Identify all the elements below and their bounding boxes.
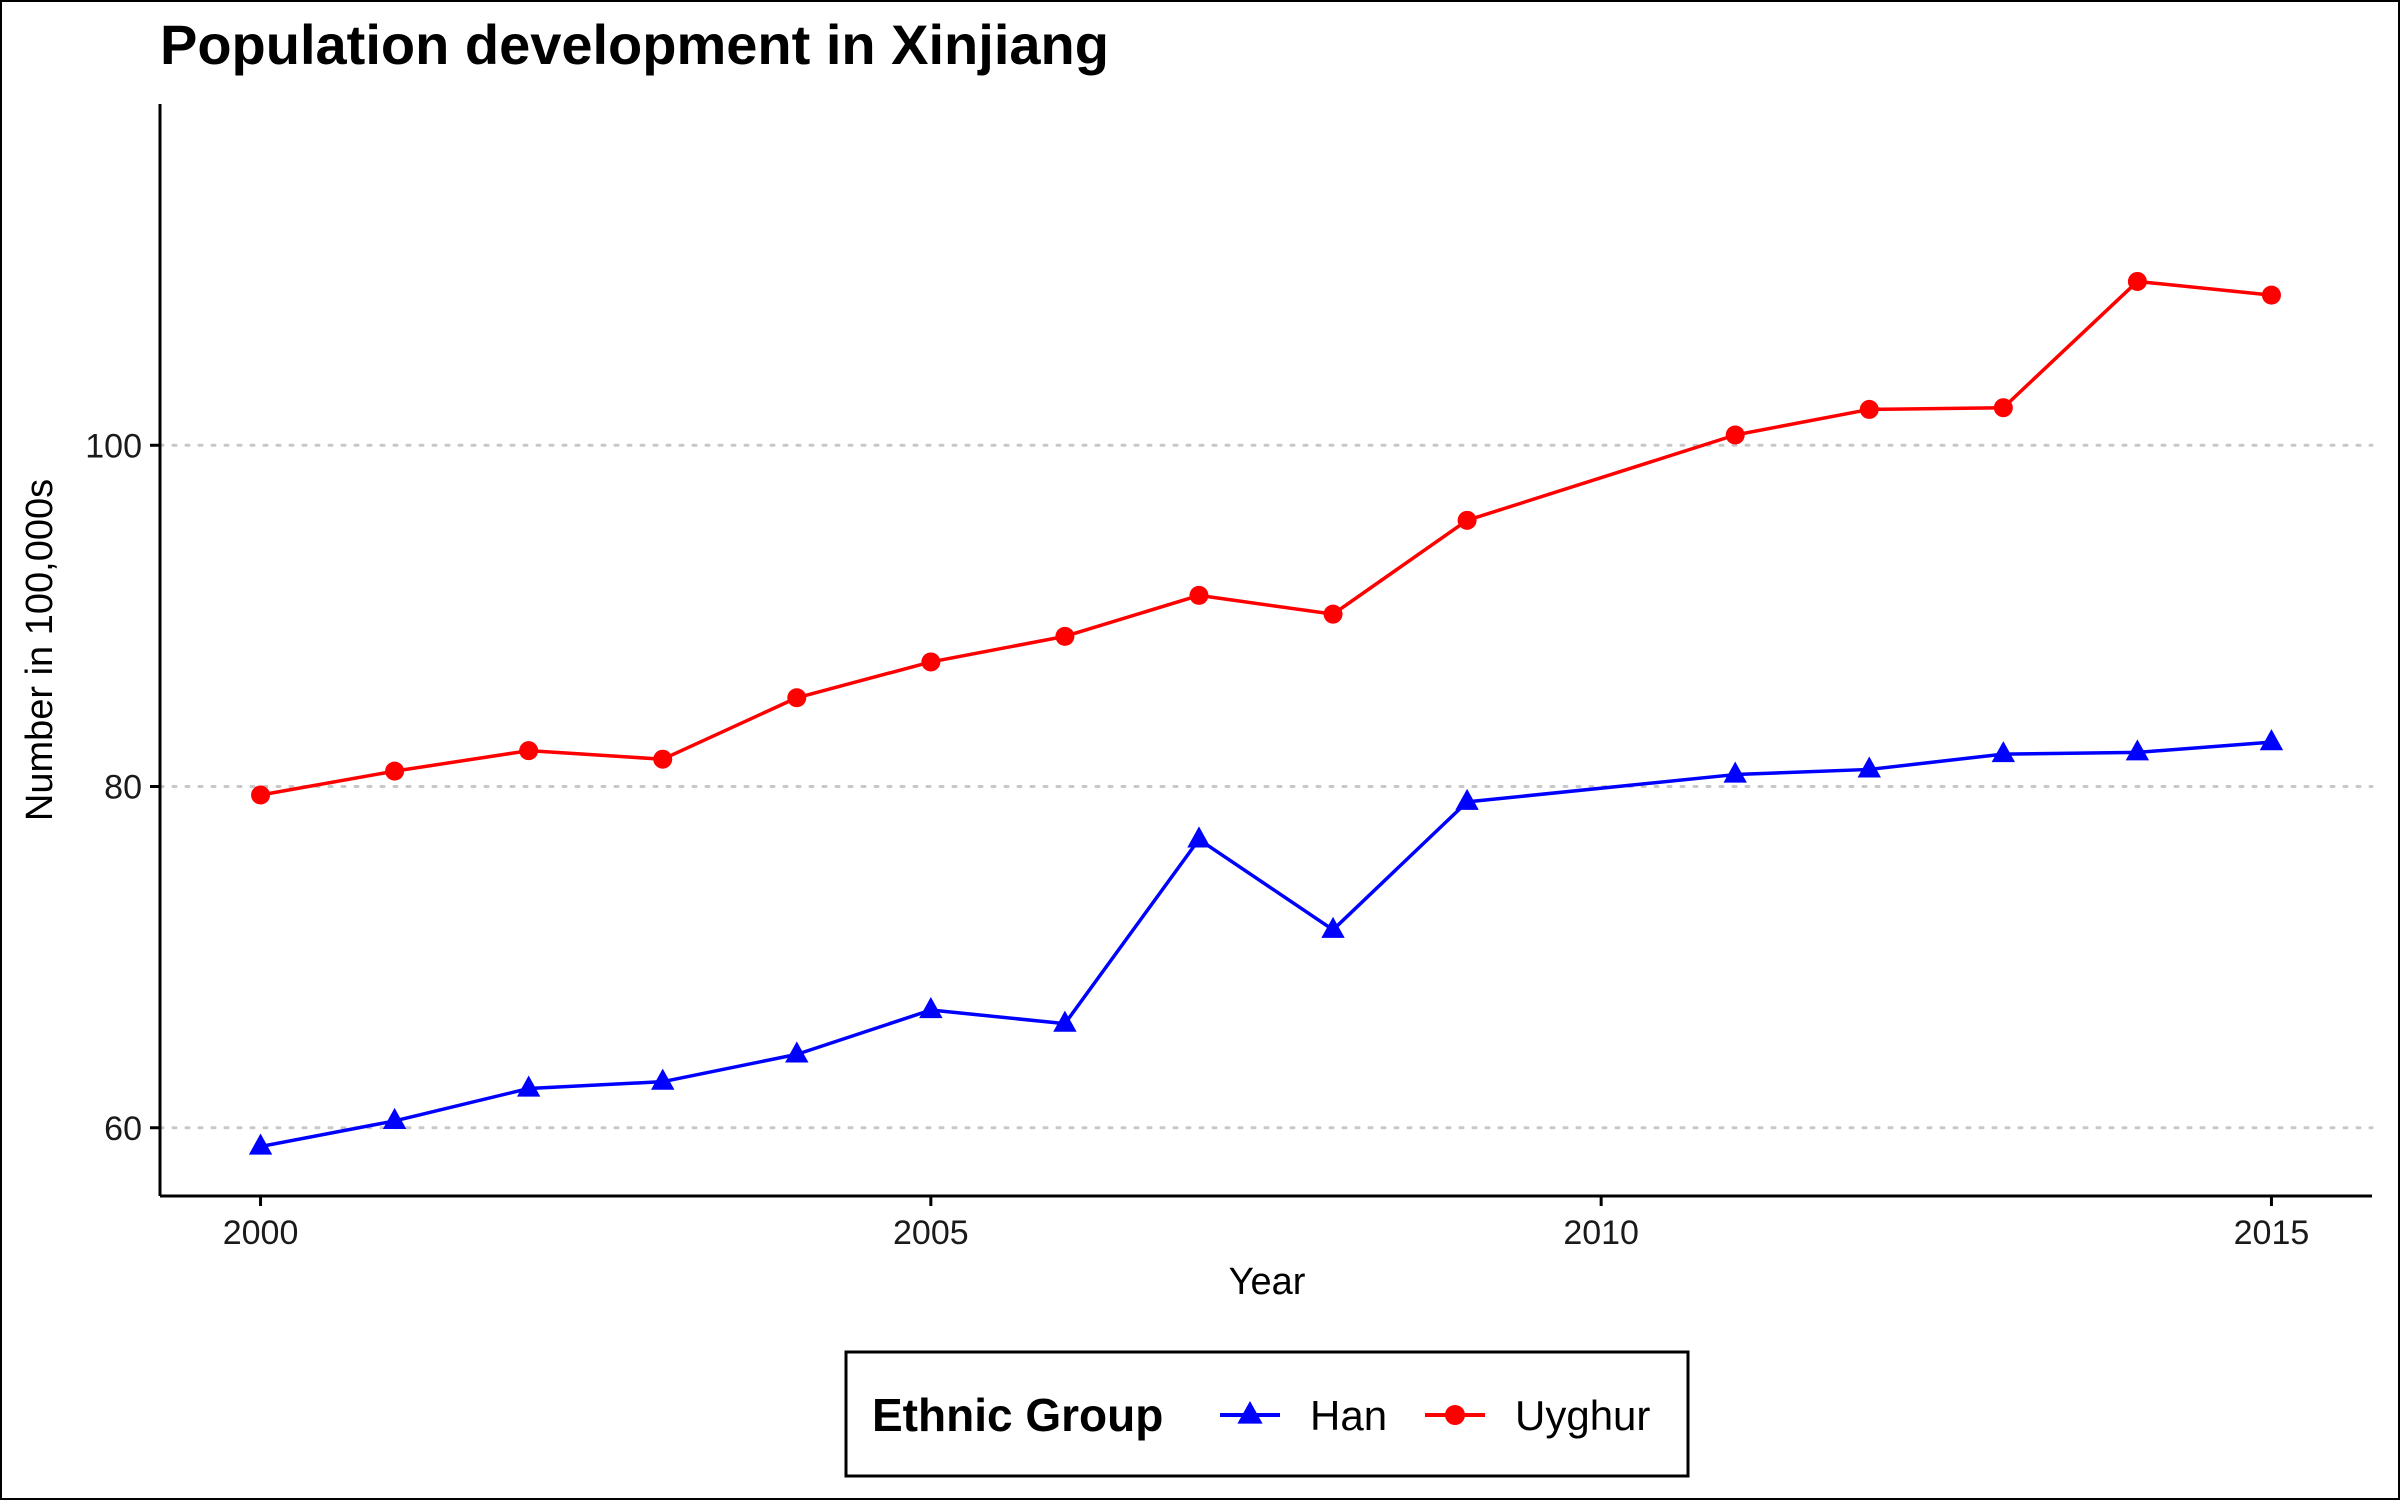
series-line-uyghur <box>260 279 2272 797</box>
data-point-uyghur-2008 <box>1323 604 1343 624</box>
x-tick-label-2010: 2010 <box>1563 1214 1639 1252</box>
data-point-han-2005 <box>919 997 943 1019</box>
data-point-han-2004 <box>785 1041 809 1063</box>
x-tick-label-2015: 2015 <box>2234 1214 2310 1252</box>
x-tick-label-2005: 2005 <box>893 1214 969 1252</box>
data-point-han-2001 <box>382 1107 407 1129</box>
data-point-han-2006 <box>1053 1010 1077 1032</box>
data-point-han-2009 <box>1455 788 1479 810</box>
data-point-uyghur-2012 <box>1859 399 1879 419</box>
legend-label-han: Han <box>1310 1392 1387 1439</box>
data-point-han-2003 <box>651 1068 675 1090</box>
data-point-uyghur-2013 <box>1993 398 2013 418</box>
data-point-uyghur-2003 <box>653 749 673 769</box>
legend-items: Han Uyghur <box>1220 1392 1650 1439</box>
data-point-uyghur-2014 <box>2127 271 2147 291</box>
data-point-uyghur-2005 <box>921 652 941 672</box>
data-point-han-2013 <box>1991 741 2016 763</box>
data-point-uyghur-2011 <box>1725 425 1745 445</box>
data-point-han-2011 <box>1723 761 1747 783</box>
data-point-uyghur-2007 <box>1189 585 1209 605</box>
data-point-han-2012 <box>1857 756 1881 778</box>
series-line-han <box>260 740 2272 1149</box>
data-point-han-2000 <box>248 1133 273 1155</box>
data-point-han-2014 <box>2125 739 2150 761</box>
data-point-uyghur-2006 <box>1055 626 1075 646</box>
data-point-han-2015 <box>2259 729 2284 751</box>
y-tick-label-100: 100 <box>85 427 142 465</box>
x-axis-title: Year <box>1229 1261 1306 1303</box>
data-point-han-2007 <box>1187 826 1211 848</box>
data-point-han-2002 <box>516 1075 541 1097</box>
y-axis-title: Number in 100,000s <box>19 479 61 821</box>
data-point-uyghur-2001 <box>385 761 405 781</box>
legend-title: Ethnic Group <box>872 1389 1163 1441</box>
chart-title: Population development in Xinjiang <box>160 13 1109 76</box>
x-tick-label-2000: 2000 <box>223 1214 299 1252</box>
data-point-uyghur-2015 <box>2261 285 2281 305</box>
legend-marker-uyghur <box>1445 1405 1465 1425</box>
y-tick-label-80: 80 <box>104 769 142 807</box>
data-point-han-2008 <box>1321 916 1345 938</box>
data-point-uyghur-2009 <box>1457 510 1477 530</box>
data-point-uyghur-2004 <box>787 688 807 708</box>
series-layer <box>248 271 2284 1155</box>
y-tick-label-60: 60 <box>104 1110 142 1148</box>
data-point-uyghur-2000 <box>251 785 271 805</box>
axis-layer: 60 80 100 2000 2005 2010 2015 <box>85 104 2372 1252</box>
legend-label-uyghur: Uyghur <box>1515 1392 1650 1439</box>
legend-marker-han <box>1237 1401 1263 1424</box>
legend: Ethnic Group Han Uyghur <box>844 1350 1690 1478</box>
data-point-uyghur-2002 <box>519 741 539 761</box>
grid-layer <box>158 443 2374 1130</box>
